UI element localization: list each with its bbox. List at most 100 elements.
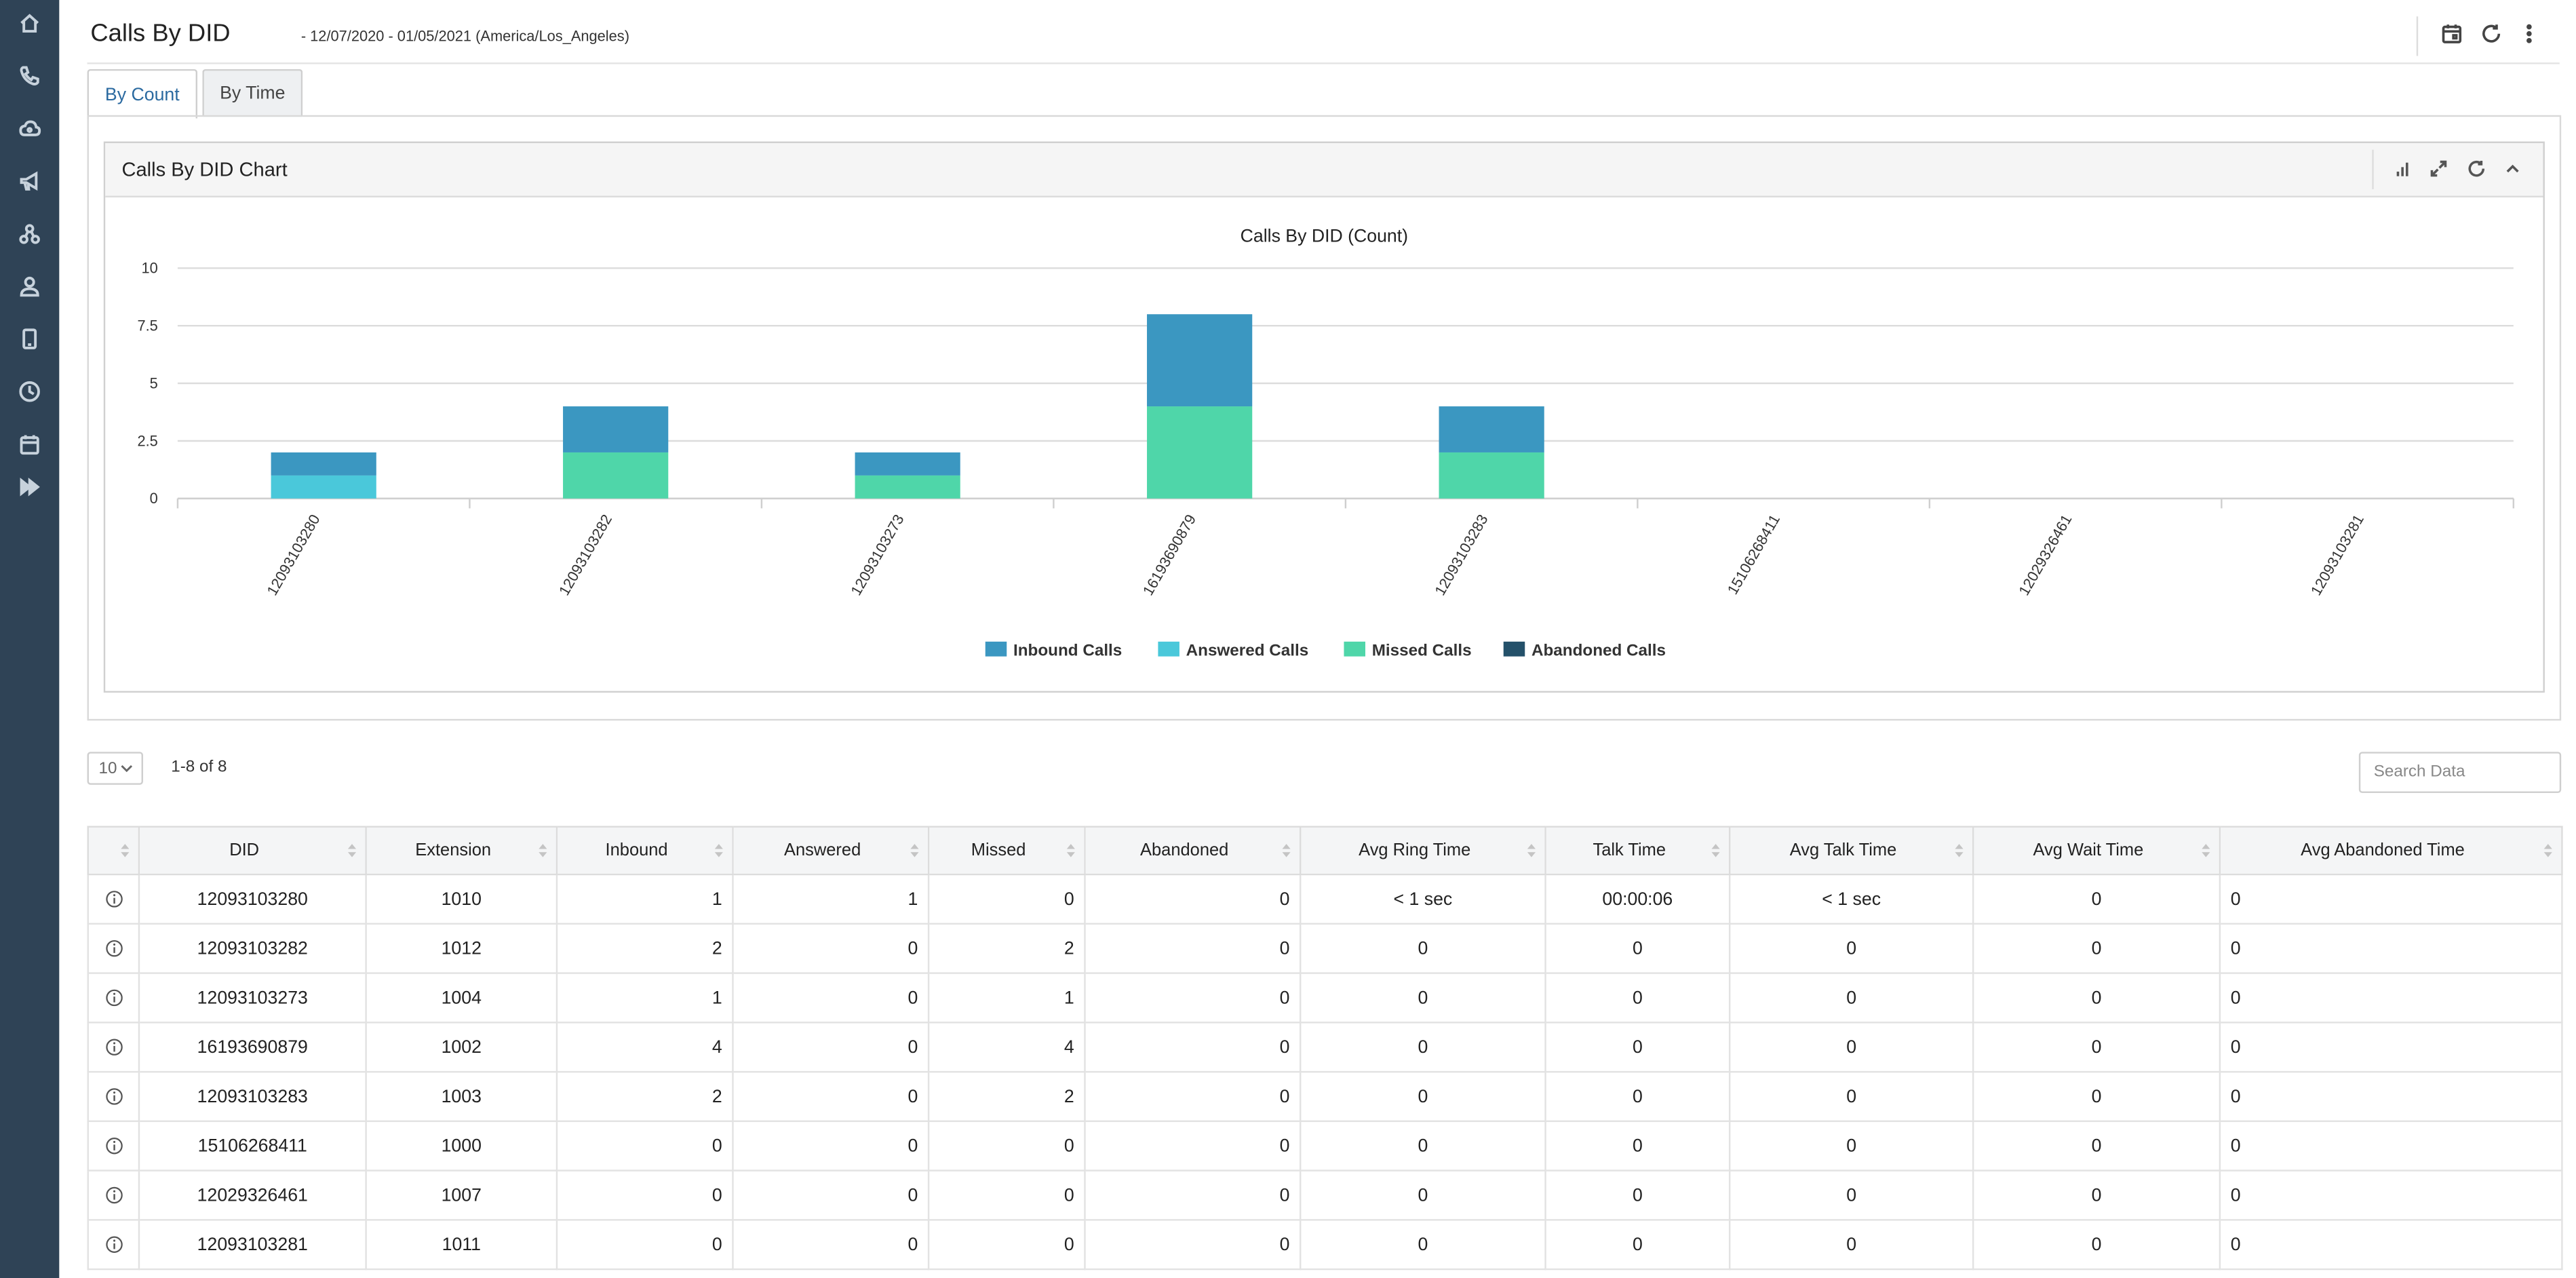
sort-icon[interactable] — [910, 843, 920, 859]
table-row[interactable]: 12093103273 1004 1 0 1 0 0 0 0 0 0 — [87, 972, 2563, 1024]
table-row[interactable]: 12029326461 1007 0 0 0 0 0 0 0 0 0 — [87, 1169, 2563, 1221]
cell-avg-talk-time: 0 — [1728, 1219, 1974, 1271]
info-icon[interactable] — [104, 940, 123, 958]
table-row[interactable]: 16193690879 1002 4 0 4 0 0 0 0 0 0 — [87, 1022, 2563, 1073]
column-header-label: Avg Ring Time — [1359, 840, 1471, 861]
column-header-answered[interactable]: Answered — [732, 826, 930, 876]
megaphone-icon[interactable] — [15, 166, 45, 196]
x-tick-label: 16193690879 — [1139, 511, 1199, 598]
cell-avg-abandoned-time: 0 — [2219, 1070, 2563, 1123]
refresh-icon[interactable] — [2464, 156, 2487, 179]
cell-avg-abandoned-time: 0 — [2219, 923, 2563, 974]
expand-icon[interactable] — [2426, 156, 2449, 179]
tab-by-time[interactable]: By Time — [202, 69, 303, 117]
network-icon[interactable] — [15, 219, 45, 249]
tab-by-count[interactable]: By Count — [87, 69, 198, 119]
page-size-select[interactable]: 10 — [87, 752, 144, 785]
mobile-icon[interactable] — [15, 324, 45, 354]
table-row[interactable]: 15106268411 1000 0 0 0 0 0 0 0 0 0 — [87, 1120, 2563, 1172]
column-header-avg-talk-time[interactable]: Avg Talk Time — [1728, 826, 1974, 876]
sort-icon[interactable] — [120, 843, 130, 859]
cell-abandoned: 0 — [1084, 1070, 1302, 1123]
sort-icon[interactable] — [347, 843, 357, 859]
bar-inbound-calls[interactable] — [563, 406, 669, 452]
row-info-cell — [87, 1022, 140, 1073]
cell-missed: 0 — [927, 1169, 1086, 1221]
bar-inbound-calls[interactable] — [271, 452, 376, 476]
cell-avg-abandoned-time: 0 — [2219, 1022, 2563, 1073]
cell-inbound: 2 — [555, 1070, 734, 1123]
bar-missed-calls[interactable] — [1439, 452, 1544, 499]
sort-icon[interactable] — [2201, 843, 2211, 859]
pagination-info: 1-8 of 8 — [171, 758, 227, 777]
info-icon[interactable] — [104, 1137, 123, 1155]
table-row[interactable]: 12093103280 1010 1 1 0 0 < 1 sec 00:00:06 < 1 se… — [87, 873, 2563, 925]
cell-extension: 1012 — [365, 923, 558, 974]
x-tick-label: 12093103282 — [555, 511, 615, 598]
user-icon[interactable] — [15, 271, 45, 301]
column-header-avg-wait-time[interactable]: Avg Wait Time — [1972, 826, 2221, 876]
row-info-cell — [87, 1070, 140, 1123]
calendar-icon[interactable] — [15, 429, 45, 459]
bar-missed-calls[interactable] — [1147, 406, 1253, 499]
bar-missed-calls[interactable] — [563, 452, 669, 499]
sort-icon[interactable] — [1954, 843, 1964, 859]
legend-item[interactable]: Abandoned Calls — [1503, 641, 1666, 659]
legend-item[interactable]: Missed Calls — [1344, 641, 1472, 659]
cell-avg-talk-time: < 1 sec — [1728, 873, 1974, 925]
panel-divider — [2372, 149, 2374, 189]
sort-icon[interactable] — [2543, 843, 2553, 859]
cell-avg-wait-time: 0 — [1972, 873, 2221, 925]
cell-extension: 1010 — [365, 873, 558, 925]
info-icon[interactable] — [104, 1039, 123, 1057]
bar-answered-calls[interactable] — [271, 475, 376, 499]
bar-inbound-calls[interactable] — [1439, 406, 1544, 452]
search-input[interactable] — [2358, 752, 2562, 793]
cell-extension: 1003 — [365, 1070, 558, 1123]
fast-forward-icon[interactable] — [15, 472, 45, 502]
header-rule — [87, 62, 2560, 64]
column-header-inbound[interactable]: Inbound — [555, 826, 734, 876]
cell-answered: 0 — [732, 1219, 930, 1271]
column-header-details[interactable] — [87, 826, 140, 876]
info-icon[interactable] — [104, 989, 123, 1007]
legend-item[interactable]: Inbound Calls — [985, 641, 1123, 659]
clock-icon[interactable] — [15, 376, 45, 406]
column-header-extension[interactable]: Extension — [365, 826, 558, 876]
bar-inbound-calls[interactable] — [855, 452, 960, 476]
bar-chart-icon[interactable] — [2390, 156, 2413, 179]
row-info-cell — [87, 1120, 140, 1172]
info-icon[interactable] — [104, 1186, 123, 1205]
sort-icon[interactable] — [1711, 843, 1721, 859]
info-icon[interactable] — [104, 890, 123, 908]
column-header-missed[interactable]: Missed — [927, 826, 1086, 876]
phone-icon[interactable] — [15, 61, 45, 91]
calendar-icon[interactable] — [2438, 20, 2464, 46]
info-icon[interactable] — [104, 1236, 123, 1254]
y-tick-label: 7.5 — [137, 317, 157, 334]
column-header-abandoned[interactable]: Abandoned — [1084, 826, 1302, 876]
table-row[interactable]: 12093103283 1003 2 0 2 0 0 0 0 0 0 — [87, 1070, 2563, 1123]
bar-inbound-calls[interactable] — [1147, 314, 1253, 407]
sort-icon[interactable] — [1527, 843, 1537, 859]
column-header-avg-ring-time[interactable]: Avg Ring Time — [1299, 826, 1546, 876]
table-row[interactable]: 12093103282 1012 2 0 2 0 0 0 0 0 0 — [87, 923, 2563, 974]
sort-icon[interactable] — [1066, 843, 1076, 859]
sort-icon[interactable] — [1281, 843, 1291, 859]
chevron-up-icon[interactable] — [2500, 156, 2523, 179]
column-header-talk-time[interactable]: Talk Time — [1544, 826, 1731, 876]
cloud-icon[interactable] — [15, 113, 45, 143]
sort-icon[interactable] — [714, 843, 724, 859]
column-header-label: Missed — [971, 840, 1026, 861]
home-icon[interactable] — [15, 8, 45, 38]
legend-item[interactable]: Answered Calls — [1158, 641, 1308, 659]
info-icon[interactable] — [104, 1087, 123, 1106]
sort-icon[interactable] — [538, 843, 548, 859]
cell-avg-talk-time: 0 — [1728, 1022, 1974, 1073]
table-row[interactable]: 12093103281 1011 0 0 0 0 0 0 0 0 0 — [87, 1219, 2563, 1271]
bar-missed-calls[interactable] — [855, 475, 960, 499]
refresh-icon[interactable] — [2477, 20, 2503, 46]
column-header-did[interactable]: DID — [138, 826, 367, 876]
column-header-avg-abandoned-time[interactable]: Avg Abandoned Time — [2219, 826, 2563, 876]
more-vertical-icon[interactable] — [2515, 20, 2541, 46]
